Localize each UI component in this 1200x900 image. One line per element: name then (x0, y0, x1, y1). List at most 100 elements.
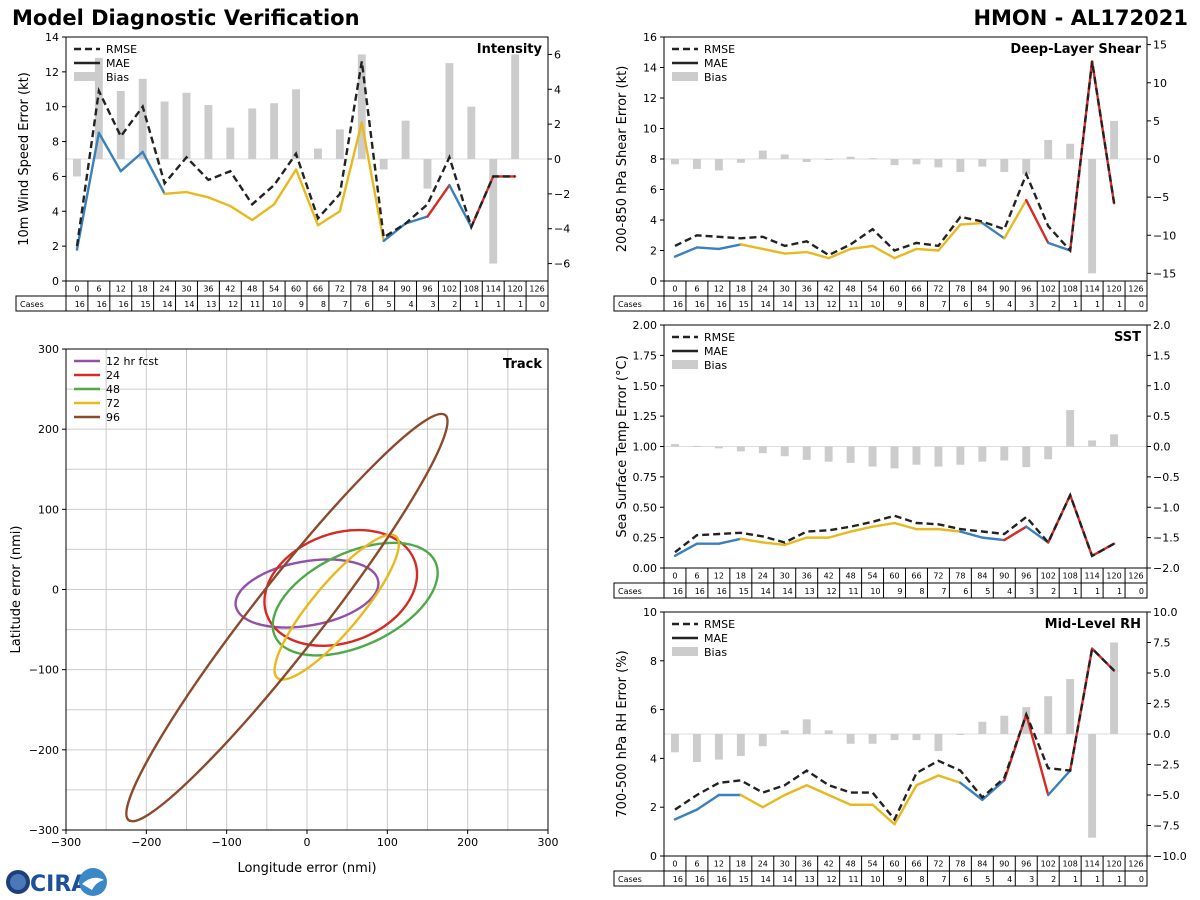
legend-label: 24 (106, 369, 120, 382)
cases-row (15, 295, 549, 312)
case-count: 9 (897, 300, 902, 309)
y-tick-label: 1.25 (633, 410, 658, 423)
legend-mae-label: MAE (704, 632, 728, 645)
mae-segment (1047, 241, 1072, 252)
y-tick-label: 200 (38, 423, 59, 436)
bias-bar (868, 446, 877, 467)
legend-rmse-label: RMSE (704, 618, 735, 631)
bias-bar (978, 446, 987, 462)
bias-tick-label: −10.0 (1153, 850, 1187, 863)
bias-bar (824, 159, 833, 160)
hour-label: 30 (780, 285, 790, 294)
cases-table: Cases01661612161815241430143613421248115… (613, 280, 1148, 312)
cira-globe-inner-icon (10, 874, 26, 890)
y-tick-label: 0 (52, 275, 59, 288)
hour-label: 6 (694, 860, 699, 869)
case-count: 9 (299, 300, 304, 309)
case-count: 16 (717, 587, 727, 596)
case-count: 5 (985, 875, 990, 884)
bias-tick-label: −0.5 (1153, 471, 1180, 484)
case-count: 11 (250, 300, 260, 309)
case-count: 3 (1029, 300, 1034, 309)
bias-bar (226, 127, 235, 159)
y-axis-label: Sea Surface Temp Error (°C) (615, 355, 630, 537)
case-count: 10 (870, 875, 880, 884)
hour-label: 120 (1106, 572, 1121, 581)
hour-label: 48 (846, 572, 856, 581)
bias-bar (956, 734, 965, 735)
y-tick-label: 12 (643, 92, 657, 105)
case-count: 13 (804, 875, 814, 884)
case-count: 15 (140, 300, 150, 309)
bias-bar (1022, 159, 1031, 175)
hour-label: 96 (422, 285, 432, 294)
mae-segment (272, 168, 298, 206)
case-count: 14 (761, 587, 771, 596)
legend-bias-label: Bias (704, 71, 727, 84)
bias-bar (890, 734, 899, 741)
cases-row (613, 582, 1148, 599)
hour-label: 114 (1084, 285, 1099, 294)
case-count: 14 (783, 300, 793, 309)
bias-bar (671, 159, 679, 165)
case-count: 12 (826, 300, 836, 309)
bias-bar (890, 446, 899, 469)
legend-bias-swatch (74, 72, 100, 81)
mae-segment (871, 244, 896, 260)
case-count: 15 (739, 587, 749, 596)
hour-label: 120 (507, 285, 522, 294)
bias-bar (780, 154, 789, 159)
case-count: 14 (184, 300, 194, 309)
hour-label: 96 (1021, 572, 1031, 581)
y-tick-label: 2 (650, 245, 657, 258)
hour-label: 36 (802, 285, 812, 294)
hour-label: 126 (1128, 572, 1143, 581)
bias-bar (116, 91, 125, 159)
case-count: 1 (1073, 587, 1078, 596)
cases-label: Cases (20, 300, 44, 309)
track-ellipse-24h (263, 528, 419, 647)
mae-segment (119, 150, 144, 173)
bias-bar (138, 78, 147, 159)
hour-label: 18 (736, 572, 746, 581)
hour-label: 78 (955, 572, 965, 581)
y-tick-label: 4 (52, 205, 59, 218)
mae-segment (937, 527, 962, 533)
case-count: 8 (321, 300, 326, 309)
bias-bar (445, 63, 454, 160)
bias-bar (73, 159, 81, 177)
hour-label: 42 (225, 285, 235, 294)
bias-bar (824, 730, 833, 734)
case-count: 16 (695, 587, 705, 596)
bias-bar (204, 104, 213, 159)
case-count: 4 (408, 300, 413, 309)
hour-label: 78 (955, 285, 965, 294)
bias-bar (846, 734, 855, 744)
mae-segment (915, 774, 940, 787)
hour-label: 126 (1128, 285, 1143, 294)
y-tick-label: −100 (29, 664, 59, 677)
mae-segment (229, 204, 254, 222)
y-axis-right: −10.0 −7.5 −5.0 −2.5 0.0 2.5 5.0 7.5 10.0 (1147, 606, 1187, 863)
bias-bar (934, 446, 943, 467)
hour-label: 90 (999, 860, 1009, 869)
case-count: 7 (941, 300, 946, 309)
x-tick-label: −100 (212, 836, 242, 849)
y-axis-left: 0 2 4 6 8 10 (643, 606, 664, 863)
bias-bar (1044, 139, 1053, 159)
bias-tick-label: 5.0 (1153, 667, 1171, 680)
mae-segment (1003, 198, 1028, 240)
hour-label: 120 (1106, 285, 1121, 294)
hour-label: 36 (802, 860, 812, 869)
y-tick-label: 1.50 (633, 380, 658, 393)
cases-table: Cases01661612161815241430143613421248115… (15, 280, 549, 312)
y-axis-left: 0.00 0.25 0.50 0.75 1.00 1.25 1.50 1.75 2.00 (633, 319, 664, 575)
bias-bar (489, 159, 498, 264)
bias-bar (1066, 679, 1075, 734)
case-count: 10 (870, 300, 880, 309)
bias-tick-label: 0.5 (1153, 410, 1171, 423)
y-tick-label: 0.00 (633, 562, 658, 575)
legend-mae-label: MAE (704, 57, 728, 70)
bias-tick-label: −5.0 (1153, 789, 1180, 802)
